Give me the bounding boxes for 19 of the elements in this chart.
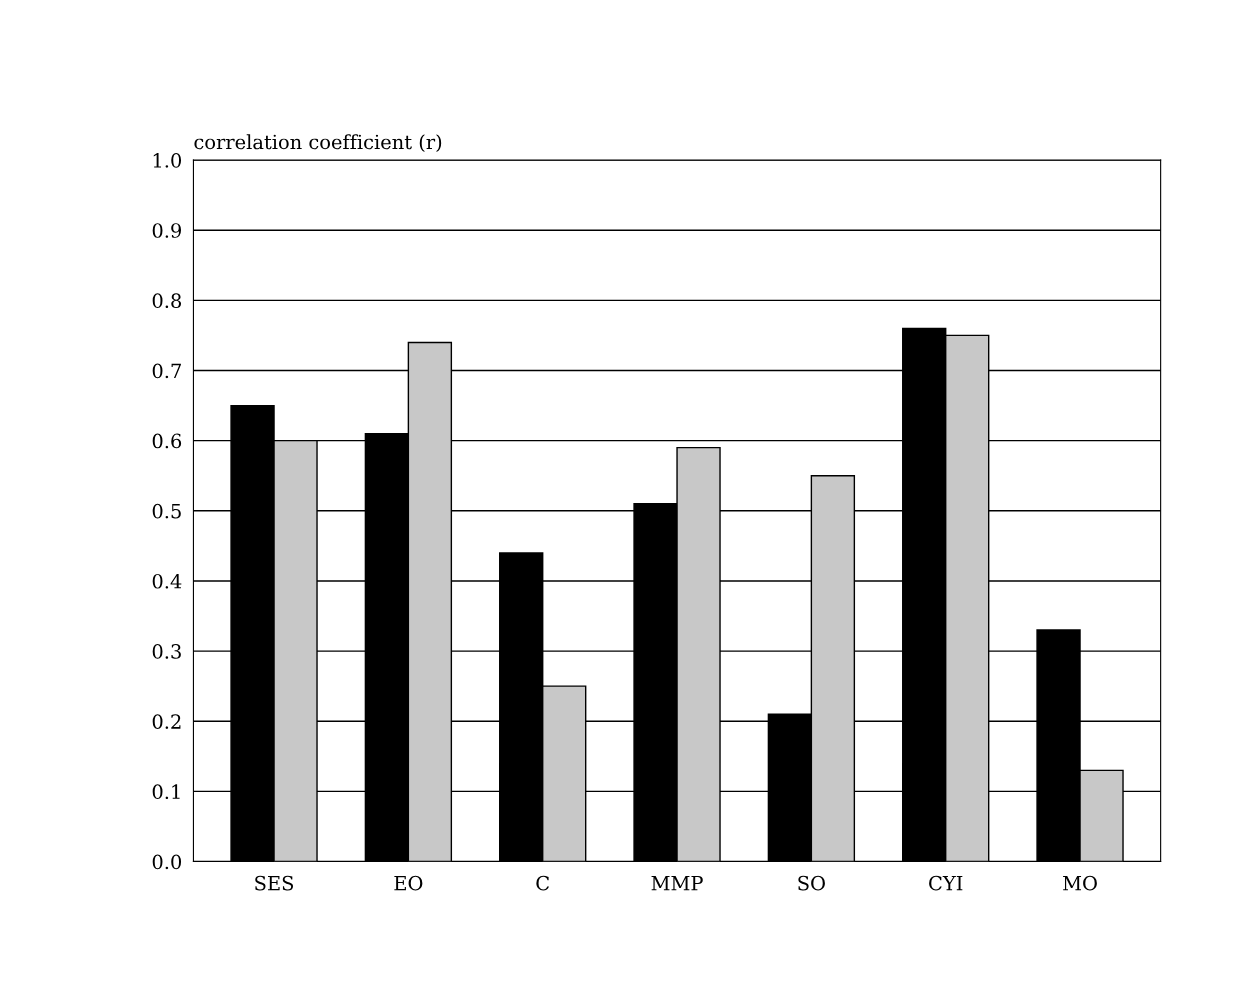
y-tick-label: 0.0 [152,854,182,870]
x-tick-label: EO [394,875,423,891]
y-tick-label: 0.6 [152,433,182,449]
y-tick-label: 0.1 [152,784,180,800]
y-tick-label: 0.4 [152,573,182,589]
x-tick-label: MO [1063,875,1097,891]
x-tick-label: CYI [929,875,963,891]
x-tick-label: C [536,875,549,891]
y-tick-label: 0.7 [152,363,181,379]
y-axis-title: correlation coefficient (r) [194,134,442,153]
x-tick-label: SO [798,875,825,891]
y-tick-label: 1.0 [153,153,182,168]
y-tick-label: 0.9 [152,223,182,238]
x-tick-label: MMP [651,876,703,891]
y-tick-label: 0.3 [152,644,181,659]
y-tick-label: 0.8 [152,293,182,309]
y-tick-label: 0.5 [152,503,181,519]
x-tick-label: SES [255,875,294,891]
y-tick-label: 0.2 [152,714,181,729]
